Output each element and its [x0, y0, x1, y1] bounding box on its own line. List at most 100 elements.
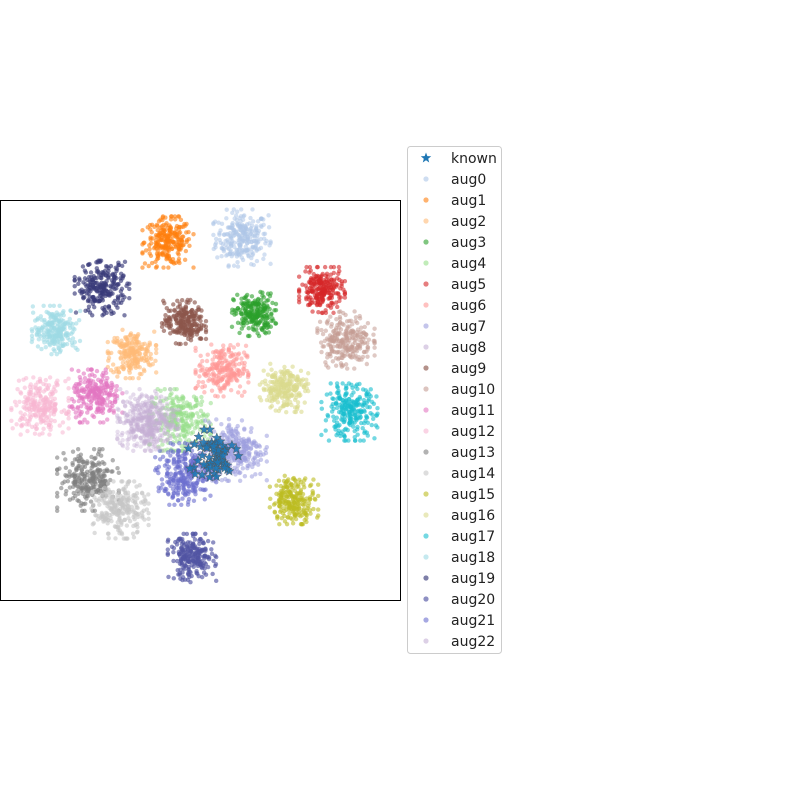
aug4-point — [147, 412, 152, 417]
aug8-point — [170, 407, 175, 412]
aug18-point — [36, 332, 42, 337]
aug14-point — [131, 514, 136, 520]
aug11-point — [93, 382, 99, 387]
aug2-point — [120, 360, 126, 365]
aug1-point — [148, 227, 153, 232]
aug5-point — [310, 309, 315, 314]
aug8-point — [153, 389, 158, 394]
aug13-point — [70, 462, 75, 468]
aug17-point — [342, 434, 347, 439]
aug18-point — [44, 309, 49, 315]
aug6-point — [235, 372, 241, 377]
aug15-point — [297, 506, 302, 511]
aug16-point — [293, 395, 299, 400]
aug9-point — [190, 313, 196, 319]
aug18-point — [35, 344, 41, 349]
aug11-point — [105, 396, 110, 401]
aug14-point — [96, 513, 101, 519]
aug10-point — [323, 360, 328, 365]
aug1-point — [169, 246, 175, 252]
aug16-point — [294, 376, 299, 382]
aug18-point — [41, 303, 46, 308]
aug2-point — [129, 362, 135, 367]
aug4-point — [188, 423, 194, 428]
aug1-point — [169, 238, 175, 243]
aug6-point — [234, 356, 239, 361]
aug8-point — [132, 403, 137, 408]
aug1-point — [183, 248, 189, 254]
aug8-point — [129, 423, 134, 428]
aug15-point — [292, 505, 298, 511]
aug5-point — [303, 269, 308, 274]
aug16-point — [281, 372, 287, 378]
aug0-point — [224, 216, 229, 221]
aug8-point — [133, 412, 138, 418]
aug3-point — [273, 307, 279, 313]
aug5-point — [322, 264, 328, 270]
aug11-point — [108, 405, 113, 410]
aug3-point — [256, 333, 262, 339]
aug16-point — [286, 368, 291, 374]
aug19-point — [97, 272, 102, 277]
aug19-point — [122, 259, 128, 265]
aug6-point — [193, 369, 198, 375]
aug15-point — [282, 519, 288, 524]
aug12-point — [47, 432, 52, 437]
aug19-point — [116, 262, 122, 268]
aug5-point — [305, 302, 311, 308]
aug13-point — [67, 472, 72, 477]
aug17-point — [368, 387, 373, 392]
aug10-point — [324, 319, 330, 325]
aug7-point — [250, 464, 255, 470]
aug9-point — [183, 341, 188, 346]
aug8-point — [146, 428, 151, 434]
aug6-point — [237, 361, 242, 367]
aug1-point — [157, 252, 163, 257]
aug3-point — [240, 306, 246, 311]
aug15-point — [292, 494, 297, 500]
aug1-point — [174, 240, 179, 245]
aug15-point — [268, 496, 273, 502]
aug10-point — [361, 330, 366, 335]
aug6-point — [235, 342, 241, 347]
aug16-point — [306, 371, 311, 376]
aug5-point — [327, 291, 332, 296]
aug6-point — [240, 370, 246, 375]
aug8-point — [137, 395, 143, 400]
aug17-point — [374, 394, 379, 399]
aug1-point — [162, 245, 168, 251]
aug0-point — [268, 239, 273, 244]
aug2-point — [136, 332, 141, 337]
aug8-point — [170, 411, 175, 416]
aug1-point — [143, 248, 149, 253]
aug3-point — [235, 320, 241, 326]
aug17-point — [334, 415, 340, 420]
aug19-point — [109, 311, 114, 316]
aug19-point — [112, 275, 117, 281]
aug0-point — [249, 255, 254, 261]
aug9-point — [168, 308, 173, 313]
points-layer — [9, 207, 380, 585]
aug7-point — [232, 465, 237, 471]
aug14-point — [113, 536, 118, 541]
aug2-point — [147, 340, 152, 345]
aug6-point — [229, 378, 234, 383]
aug13-point — [75, 447, 81, 452]
aug16-point — [306, 381, 311, 387]
aug8-point — [140, 415, 145, 421]
aug0-point — [211, 232, 216, 238]
aug1-point — [154, 222, 160, 228]
aug11-point — [84, 405, 89, 410]
aug5-point — [331, 310, 336, 316]
aug12-point — [22, 385, 27, 390]
aug14-point — [102, 485, 107, 491]
aug17-point — [329, 409, 335, 414]
aug10-point — [353, 318, 358, 324]
aug18-point — [47, 303, 53, 308]
aug10-point — [344, 338, 350, 343]
aug13-point — [63, 457, 68, 462]
aug11-point — [86, 387, 92, 392]
aug12-point — [46, 383, 52, 388]
aug12-point — [66, 386, 71, 391]
aug11-point — [100, 373, 105, 378]
